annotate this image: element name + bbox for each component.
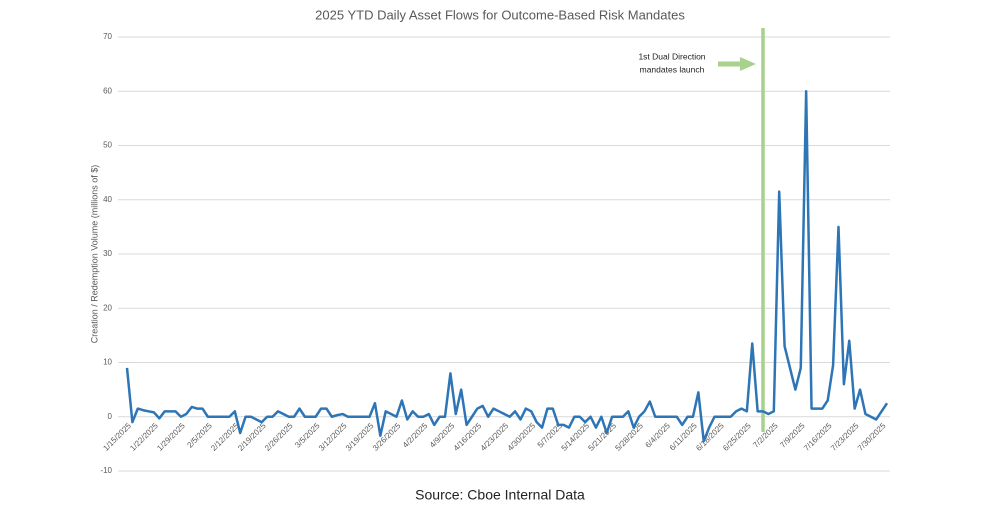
x-tick-label: 6/25/2025 xyxy=(721,421,753,453)
y-tick-label: 50 xyxy=(103,141,112,150)
x-tick-label: 1/29/2025 xyxy=(155,421,187,453)
y-tick-label: -10 xyxy=(100,466,112,475)
data-line xyxy=(125,90,889,443)
x-tick-label: 3/26/2025 xyxy=(371,421,403,453)
x-tick-label: 2/12/2025 xyxy=(209,421,241,453)
y-tick-label: 10 xyxy=(103,358,112,367)
annotation: 1st Dual Direction mandates launch xyxy=(638,51,705,74)
y-axis-label: Creation / Redemption Volume (millions o… xyxy=(89,165,99,344)
y-tick-label: 0 xyxy=(108,412,113,421)
x-tick-label: 4/30/2025 xyxy=(506,421,538,453)
y-tick-label: 70 xyxy=(103,32,112,41)
annotation-text: 1st Dual Direction xyxy=(638,51,705,61)
x-tick-label: 7/2/2025 xyxy=(751,421,780,450)
y-tick-label: 30 xyxy=(103,249,112,258)
y-tick-label: 20 xyxy=(103,303,112,312)
y-tick-label: 40 xyxy=(103,195,112,204)
annotation-text: mandates launch xyxy=(640,64,705,74)
x-tick-label: 7/23/2025 xyxy=(829,421,861,453)
x-tick-label: 7/30/2025 xyxy=(856,421,888,453)
x-tick-label: 5/28/2025 xyxy=(613,421,645,453)
x-tick-label: 2/26/2025 xyxy=(263,421,295,453)
chart-title: 2025 YTD Daily Asset Flows for Outcome-B… xyxy=(315,7,685,22)
y-tick-label: 60 xyxy=(103,86,112,95)
x-tick-label: 4/2/2025 xyxy=(401,421,430,450)
arrow-head xyxy=(740,57,756,71)
source-note: Source: Cboe Internal Data xyxy=(415,487,585,503)
